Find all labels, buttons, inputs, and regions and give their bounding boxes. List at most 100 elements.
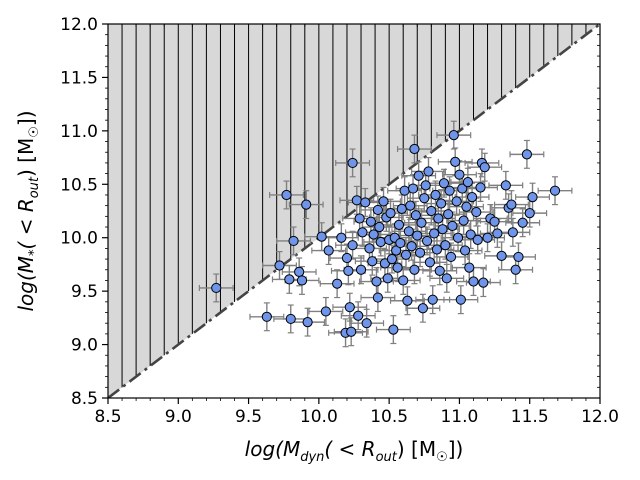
data-point [527,192,538,203]
data-point [316,231,327,242]
data-point [464,262,475,273]
data-point [391,245,402,256]
data-point [438,178,450,189]
data-point [427,294,438,305]
data-point [386,253,398,265]
x-tick-label: 9.5 [235,407,262,427]
tick-layer: 8.5 9.0 9.5 10.0 10.5 11.0 11.5 12.0 8.5 9.0 9.5 10… [60,15,619,427]
data-point [343,265,354,276]
data-point [510,264,521,275]
data-point [472,234,483,245]
x-tick-label: 10.0 [300,407,338,427]
data-point [302,317,313,328]
x-tick-label: 8.5 [94,407,121,427]
data-point [416,217,427,228]
data-point [406,241,417,252]
data-point [471,206,482,218]
data-point [323,245,334,256]
data-point [368,229,379,240]
data-point [367,256,378,267]
x-tick-label: 11.5 [511,407,549,427]
data-point [482,232,493,243]
x-tick-label: 12.0 [581,407,619,427]
data-point [457,183,468,194]
data-point [459,245,471,256]
data-point [430,189,441,201]
y-tick-label: 10.0 [60,229,98,249]
one-to-one-line [108,24,600,398]
plot-frame [107,23,601,399]
data-point [332,278,343,289]
data-point [403,226,414,237]
data-point [357,227,368,238]
data-point [419,193,430,204]
data-point [395,237,406,249]
data-point [374,221,385,233]
data-point [437,224,448,235]
data-point [507,227,518,238]
data-point [301,199,312,210]
data-point [423,166,434,177]
y-tick-label: 9.0 [71,336,98,356]
data-point [517,217,528,228]
data-point [399,185,410,196]
data-point [285,313,296,325]
y-tick-label: 10.5 [60,175,98,195]
data-point [458,215,469,226]
data-point [521,149,533,160]
data-point [261,311,272,322]
data-point [412,230,423,241]
x-tick-label: 11.0 [440,407,478,427]
data-point [444,185,455,196]
data-point [388,324,399,335]
data-point [436,198,447,209]
data-point [450,156,461,167]
data-point [407,183,419,194]
data-point [461,201,472,212]
reference-line-layer [108,24,600,398]
data-point [413,170,424,181]
data-point [475,182,486,193]
data-point [443,209,454,220]
y-tick-label: 11.5 [60,68,98,88]
data-point [375,236,386,248]
data-point [320,306,331,317]
data-point [492,228,503,239]
data-point [424,257,436,268]
data-point [344,302,355,313]
data-point [465,229,476,240]
data-point [360,197,371,208]
x-tick-label: 10.5 [370,407,408,427]
data-point [284,274,295,285]
data-point [364,243,375,254]
data-point [451,196,462,207]
data-point [341,252,353,264]
data-point [447,220,458,232]
data-point [353,310,364,321]
data-point [382,273,393,284]
data-point [440,240,451,251]
data-point [393,219,405,230]
data-point [479,162,490,173]
data-point [294,266,305,278]
data-point [361,318,372,329]
data-point [336,232,347,243]
data-point [281,189,292,201]
data-point [405,200,416,211]
data-point [513,251,524,263]
data-point [421,235,433,247]
data-point [347,157,358,169]
data-point [409,264,420,275]
data-point [378,196,389,207]
data-point [506,199,517,210]
data-point [400,249,412,260]
data-point [455,294,466,305]
data-point [452,232,464,243]
data-point [496,250,507,261]
y-tick-label: 9.5 [71,282,98,302]
data-point [346,326,357,337]
data-point [441,273,452,284]
data-point [351,195,362,206]
data-point [420,180,431,191]
data-point [274,260,285,271]
